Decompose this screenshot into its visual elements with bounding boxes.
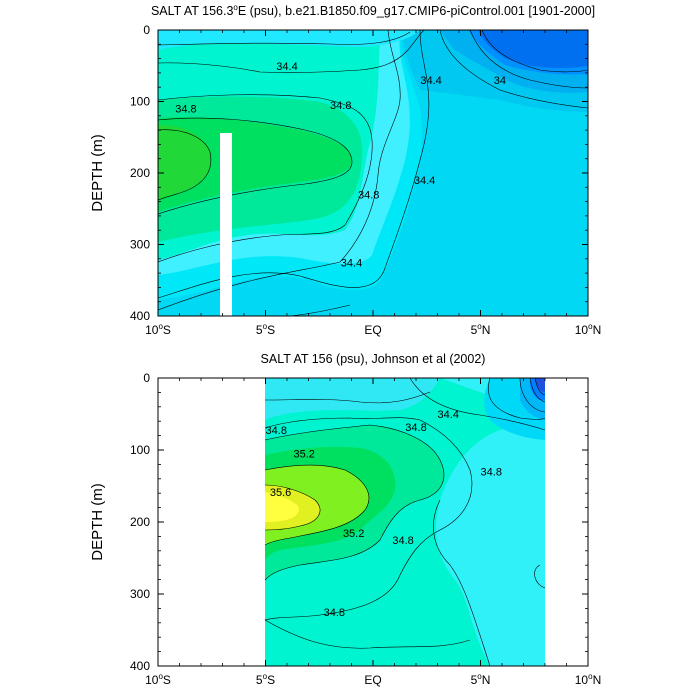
panel-johnson-contour-labels: 34.4 34.8 34.8 35.2 34.8 35.6 35.2 34.8 34.8 bbox=[266, 409, 502, 619]
contour-label: 34.8 bbox=[330, 100, 351, 112]
panel-johnson-ticks: 10oS 5oS EQ 5oN 10oN 0 100 200 300 400 bbox=[130, 371, 601, 687]
y-tick-label: 400 bbox=[130, 659, 150, 673]
x-tick-label: EQ bbox=[364, 673, 381, 687]
y-tick-label: 100 bbox=[130, 443, 150, 457]
x-tick-label: EQ bbox=[364, 323, 381, 337]
panel-cesm-missing-bar bbox=[220, 133, 232, 316]
x-tick-label: 5oS bbox=[256, 672, 275, 687]
panel-cesm-contour-labels: 34.4 34.4 34 34.8 34.8 34.8 34.4 34.4 bbox=[175, 61, 506, 270]
contour-label: 34.4 bbox=[341, 257, 362, 269]
contour-label: 34.4 bbox=[438, 409, 459, 421]
contour-label: 34.4 bbox=[414, 175, 435, 187]
contour-label: 34.8 bbox=[266, 425, 287, 437]
contour-label: 34.8 bbox=[175, 104, 196, 116]
x-tick-label: 10oN bbox=[575, 672, 601, 687]
x-tick-label: 5oS bbox=[256, 322, 275, 337]
x-tick-label: 10oN bbox=[575, 322, 601, 337]
x-tick-label: 10oS bbox=[145, 672, 171, 687]
panel-johnson-ylabel: DEPTH (m) bbox=[89, 483, 106, 561]
contour-label: 35.6 bbox=[270, 487, 291, 499]
panel-johnson-title: SALT AT 156 (psu), Johnson et al (2002) bbox=[261, 352, 486, 366]
panel-cesm-fill bbox=[158, 30, 588, 316]
panel-cesm-ticks: 10oS 5oS EQ 5oN 10oN 0 100 200 300 400 bbox=[130, 23, 601, 337]
panel-cesm-title: SALT AT 156.3oE (psu), b.e21.B1850.f09_g… bbox=[151, 3, 595, 18]
panel-johnson: SALT AT 156 (psu), Johnson et al (2002) bbox=[89, 352, 601, 687]
y-tick-label: 400 bbox=[130, 309, 150, 323]
y-tick-label: 200 bbox=[130, 515, 150, 529]
contour-label: 34.8 bbox=[358, 189, 379, 201]
y-tick-label: 0 bbox=[143, 23, 150, 37]
contour-label: 34.8 bbox=[405, 422, 426, 434]
contour-label: 35.2 bbox=[293, 449, 314, 461]
contour-label: 34.8 bbox=[392, 535, 413, 547]
panel-cesm: SALT AT 156.3oE (psu), b.e21.B1850.f09_g… bbox=[89, 3, 601, 337]
contour-label: 34.8 bbox=[324, 607, 345, 619]
y-tick-label: 100 bbox=[130, 95, 150, 109]
x-tick-label: 5oN bbox=[471, 322, 491, 337]
panel-cesm-ylabel: DEPTH (m) bbox=[89, 134, 106, 212]
contour-label: 34.4 bbox=[276, 61, 297, 73]
contour-label: 35.2 bbox=[343, 528, 364, 540]
y-tick-label: 300 bbox=[130, 587, 150, 601]
contour-label: 34.4 bbox=[420, 75, 441, 87]
contour-label: 34.8 bbox=[481, 467, 502, 479]
y-tick-label: 200 bbox=[130, 166, 150, 180]
contour-label: 34 bbox=[494, 75, 506, 87]
x-tick-label: 10oS bbox=[145, 322, 171, 337]
y-tick-label: 300 bbox=[130, 238, 150, 252]
panel-johnson-fill bbox=[264, 378, 546, 666]
y-tick-label: 0 bbox=[143, 371, 150, 385]
x-tick-label: 5oN bbox=[471, 672, 491, 687]
